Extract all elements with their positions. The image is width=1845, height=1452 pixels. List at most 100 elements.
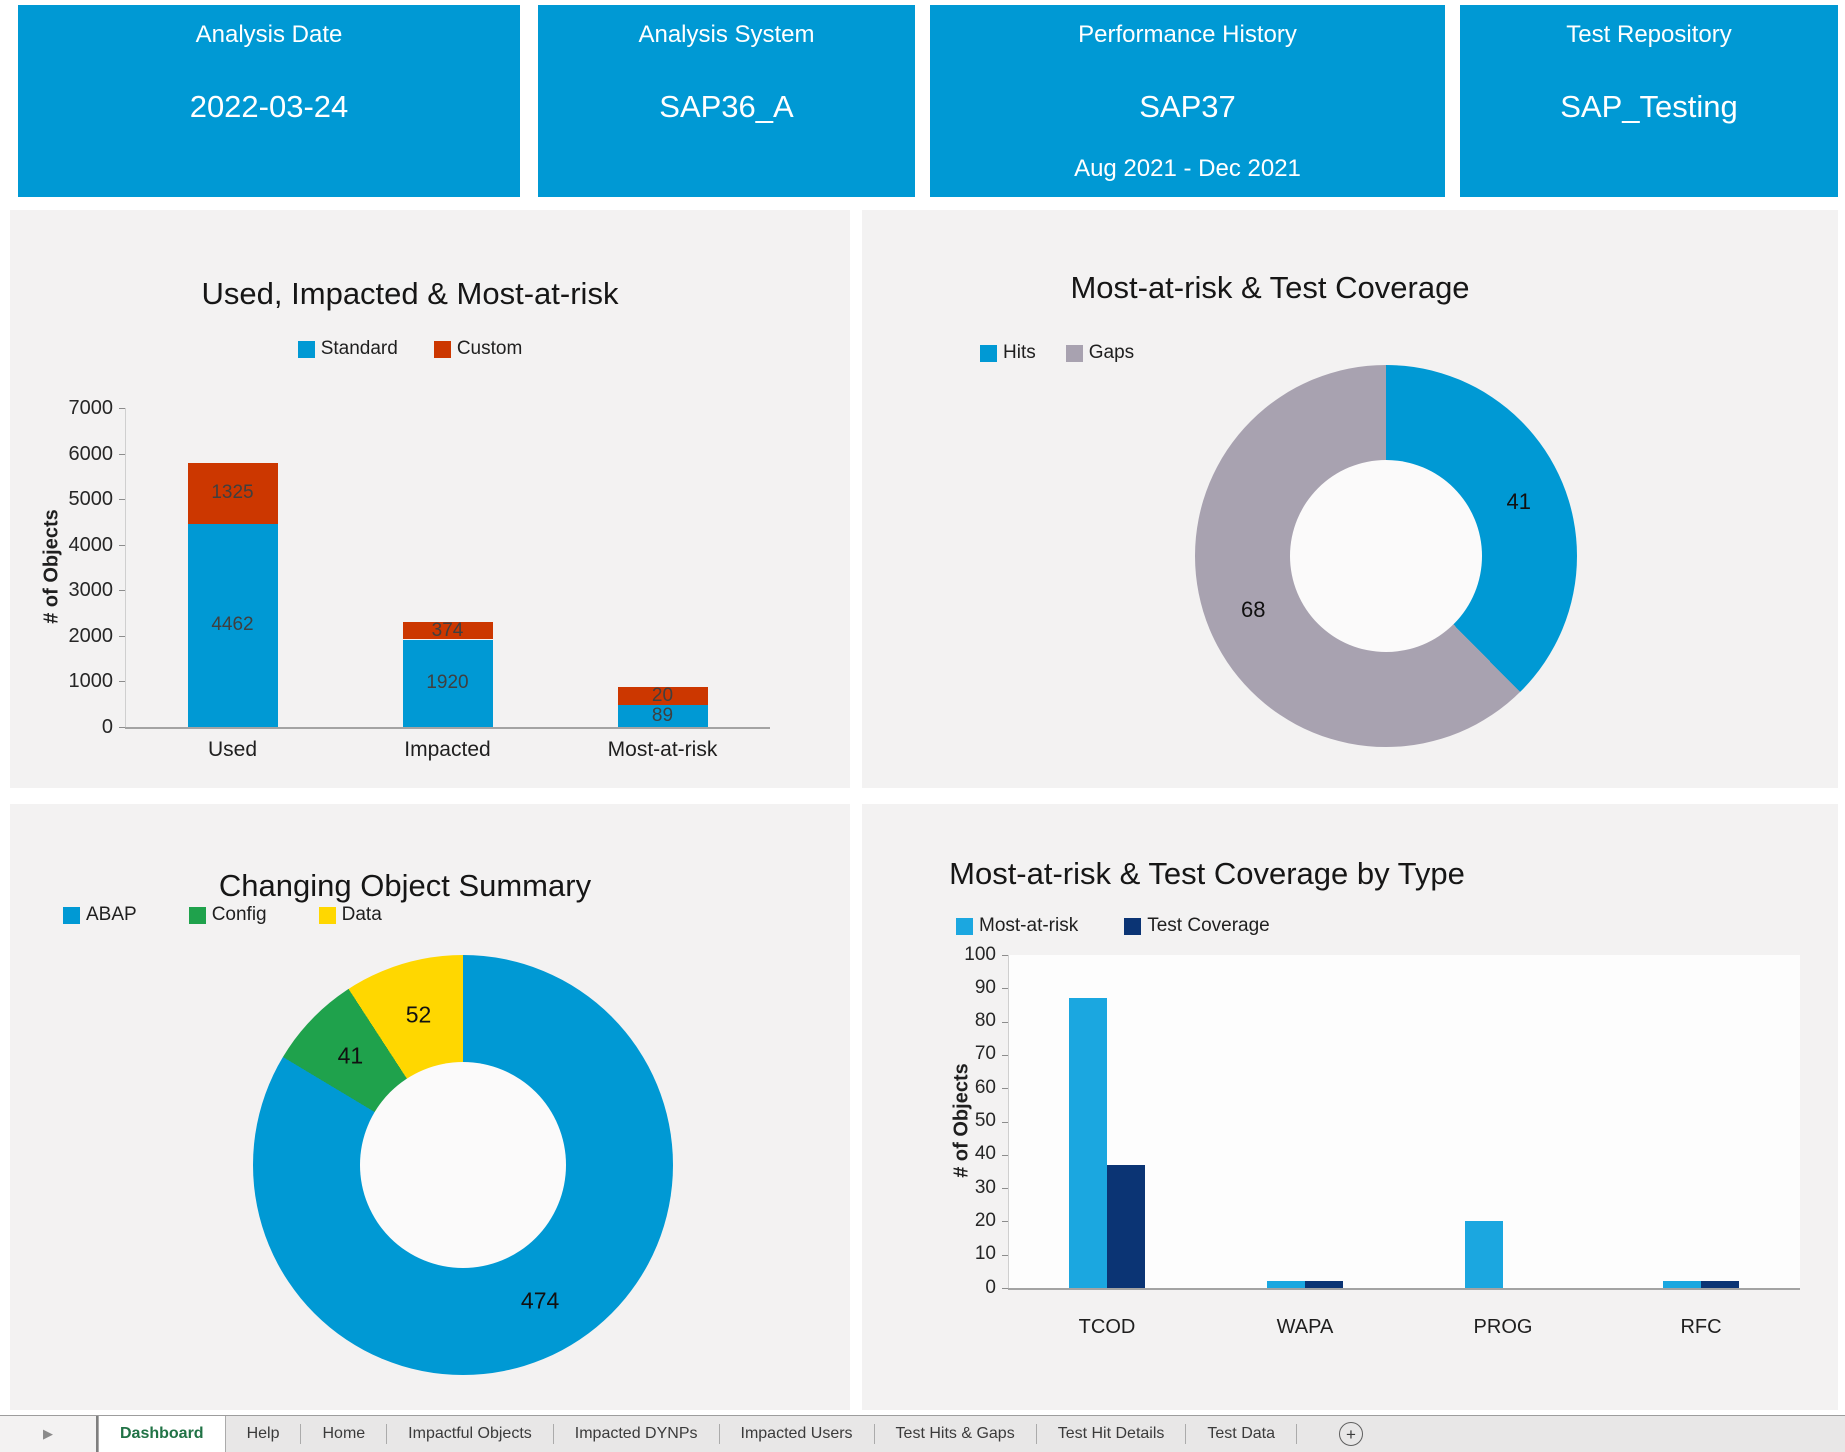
y-tick-mark [1002,1054,1008,1056]
y-tick-mark [1002,1254,1008,1256]
y-tick-label: 30 [974,1176,996,1198]
legend-label: Test Coverage [1147,915,1270,936]
y-tick-label: 3000 [68,579,114,602]
y-tick-mark [1002,1121,1008,1123]
card-value: 2022-03-24 [189,89,349,124]
legend-item-gaps: Gaps [1065,342,1134,364]
bar-most-at-risk [1663,1281,1701,1288]
chart-title: Changing Object Summary [218,868,592,903]
legend-item-test-coverage: Test Coverage [1124,915,1270,937]
y-tick-mark [119,408,125,409]
y-tick-label: 70 [974,1043,996,1065]
chart-legend: ABAP Config Data [63,904,382,926]
chart-legend: Hits Gaps [980,342,1134,364]
legend-label: Data [341,904,382,925]
y-tick-label: 0 [985,1276,996,1298]
category-label: TCOD [1078,1316,1136,1338]
y-tick-mark [1002,1021,1008,1023]
bar-value-label: 20 [651,685,674,707]
legend-swatch-icon [980,344,997,362]
donut-plot: 474 41 52 [10,804,850,1410]
card-value: SAP36_A [659,89,794,124]
sheet-tab-impacted-users[interactable]: Impacted Users [740,1425,853,1442]
info-card-analysis-system: Analysis System SAP36_A [538,5,915,197]
legend-item-custom: Custom [433,338,522,360]
chart-title: Most-at-risk & Test Coverage [1070,270,1470,305]
card-title: Test Repository [1566,21,1732,48]
sheet-tab-impacted-dynps[interactable]: Impacted DYNPs [574,1425,698,1442]
sheet-tab-impactful-objects[interactable]: Impactful Objects [408,1425,532,1442]
y-tick-mark [119,544,125,546]
tab-separator [1185,1424,1187,1444]
y-tick-label: 90 [974,976,996,998]
legend-swatch-icon [1124,917,1142,935]
legend-label: Hits [1003,342,1036,363]
bar-most-at-risk [1267,1281,1305,1288]
card-subvalue: Aug 2021 - Dec 2021 [1074,155,1301,182]
donut-value-label: 52 [405,1001,432,1028]
legend-swatch-icon [297,340,315,358]
y-tick-label: 80 [974,1010,996,1032]
info-card-analysis-date: Analysis Date 2022-03-24 [18,5,520,197]
sheet-nav-button[interactable]: ▶ [0,1416,98,1452]
legend-swatch-icon [956,917,973,935]
donut-value-label: 68 [1240,597,1266,623]
add-sheet-button[interactable]: + [1339,1422,1363,1446]
tab-separator [300,1424,302,1444]
card-subvalue [18,155,520,183]
sheet-tab-test-hit-details[interactable]: Test Hit Details [1057,1425,1165,1442]
info-card-test-repository: Test Repository SAP_Testing [1460,5,1838,197]
y-axis-title: # of Objects [950,1063,973,1178]
legend-swatch-icon [433,340,451,358]
bar-most-at-risk [1465,1221,1503,1288]
chart-legend: Standard Custom [50,338,770,360]
y-tick-label: 1000 [68,670,114,693]
card-subvalue [538,155,915,183]
legend-label: ABAP [86,904,137,925]
y-tick-label: 20 [974,1209,996,1231]
chart-legend: Most-at-risk Test Coverage [956,915,1270,937]
y-tick-mark [119,635,125,637]
tab-separator [1296,1424,1297,1444]
sheet-tab-dashboard[interactable]: Dashboard [98,1416,226,1452]
sheet-tab-bar: ▶ Dashboard Help Home Impactful Objects Impa… [0,1415,1845,1452]
y-axis-title: # of Objects [40,509,63,624]
category-label: Impacted [404,738,491,761]
legend-swatch-icon [188,906,206,924]
y-tick-label: 2000 [68,624,114,647]
legend-item-abap: ABAP [63,904,137,926]
sheet-tabs: Dashboard Help Home Impactful Objects Impact… [98,1416,1363,1452]
y-tick-mark [1002,955,1008,956]
bar-segment-standard [617,705,708,727]
bar-segment-custom [617,687,708,706]
sheet-tab-home[interactable]: Home [322,1425,366,1442]
card-value: SAP_Testing [1560,89,1738,124]
card-title: Performance History [1078,21,1297,48]
y-tick-label: 7000 [68,397,114,419]
chart-title: Used, Impacted & Most-at-risk [201,276,619,311]
y-tick-mark [1002,1221,1008,1223]
legend-item-most-at-risk: Most-at-risk [956,915,1078,937]
legend-swatch-icon [1065,344,1083,362]
bar-test-coverage [1107,1164,1145,1288]
y-tick-mark [1002,1088,1008,1090]
nav-arrow-icon: ▶ [43,1426,53,1441]
legend-label: Standard [320,338,398,359]
bar-value-label: 89 [651,705,674,727]
sheet-tab-help[interactable]: Help [246,1425,280,1442]
category-label: Most-at-risk [607,738,718,761]
y-tick-mark [119,681,125,683]
tab-separator [718,1424,720,1444]
donut-hole [360,1062,566,1268]
sheet-tab-test-data[interactable]: Test Data [1207,1425,1275,1442]
tab-separator [1035,1424,1037,1444]
sheet-tab-test-hits-gaps[interactable]: Test Hits & Gaps [895,1425,1015,1442]
legend-label: Most-at-risk [979,915,1079,936]
category-label: Used [207,738,258,761]
chart-card-risk-coverage-by-type: Most-at-risk & Test Coverage by Type Mos… [862,804,1838,1410]
legend-swatch-icon [318,906,336,924]
bar-value-label: 1325 [211,482,254,504]
donut-value-label: 41 [1506,488,1532,514]
bar-segment-standard [402,639,493,727]
